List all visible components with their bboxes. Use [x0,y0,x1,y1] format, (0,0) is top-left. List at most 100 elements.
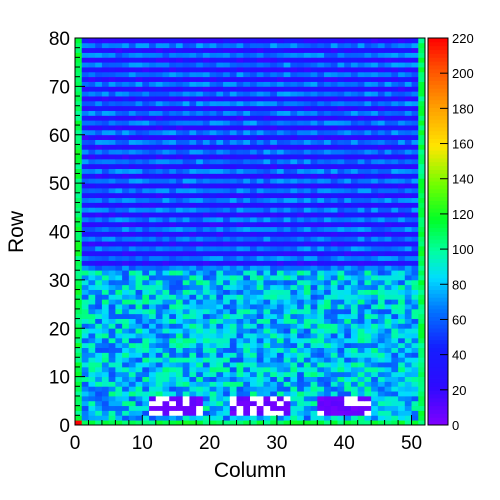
heatmap-cell [182,71,190,78]
heatmap-cell [95,333,103,339]
heatmap-cell [128,386,136,392]
heatmap-cell [330,415,338,421]
heatmap-cell [317,221,325,228]
heatmap-cell [391,38,399,44]
heatmap-cell [149,304,157,310]
heatmap-cell [229,386,237,392]
heatmap-cell [391,415,399,421]
heatmap-cell [108,275,116,281]
palette-cell [428,177,448,182]
heatmap-cell [303,139,311,145]
heatmap-cell [81,168,89,174]
heatmap-cell [182,246,190,252]
heatmap-cell [196,308,204,315]
heatmap-cell [209,415,217,421]
heatmap-cell [283,386,291,392]
heatmap-cell [411,100,419,107]
heatmap-cell [216,76,224,82]
heatmap-cell [330,134,338,140]
heatmap-cell [263,376,271,382]
heatmap-cell [330,71,338,78]
heatmap-cell [391,410,399,416]
heatmap-cell [398,313,406,319]
heatmap-cell [404,91,412,97]
heatmap-cell [418,318,426,324]
heatmap-cell [122,154,130,160]
palette-cell [428,250,448,256]
palette-cell [428,316,448,321]
heatmap-cell [209,250,217,257]
heatmap-cell [344,391,352,397]
heatmap-cell [101,207,110,213]
heatmap-cell [283,294,291,300]
heatmap-cell [155,144,163,150]
heatmap-cell [270,260,278,266]
heatmap-cell [182,96,190,102]
heatmap-cell [229,357,237,363]
heatmap-cell [404,81,412,87]
heatmap-cell [202,347,211,353]
heatmap-cell [223,308,231,315]
heatmap-cell [196,270,204,276]
heatmap-cell [404,154,412,160]
heatmap-cell [149,192,157,199]
z-tick-label: 100 [452,242,474,257]
heatmap-cell [317,71,325,78]
heatmap-cell [344,231,352,237]
heatmap-cell [344,105,352,111]
heatmap-cell [317,241,325,247]
heatmap-cell [149,352,157,358]
heatmap-cell [75,420,83,426]
heatmap-cell [142,395,150,402]
heatmap-cell [398,352,406,358]
heatmap-cell [81,395,89,402]
heatmap-cell [256,163,264,170]
heatmap-cell [216,328,224,334]
heatmap-cell [196,183,204,189]
heatmap-cell [175,362,184,368]
heatmap-cell [317,328,325,334]
heatmap-cell [391,192,399,199]
heatmap-cell [297,289,305,295]
heatmap-cell [344,265,352,271]
z-tick-label: 140 [452,172,474,187]
heatmap-cell [384,158,392,165]
heatmap-cell [276,342,285,348]
heatmap-cell [283,231,291,237]
heatmap-cell [101,250,110,257]
heatmap-cell [236,168,244,174]
heatmap-cell [202,110,211,116]
heatmap-cell [122,42,130,49]
heatmap-cell [344,212,352,218]
heatmap-cell [283,357,291,363]
heatmap-cell [236,362,244,368]
heatmap-cell [250,400,258,407]
heatmap-cell [216,86,224,92]
heatmap-cell [175,178,184,184]
heatmap-cell [337,81,345,87]
heatmap-cell [108,357,116,363]
heatmap-cell [95,221,103,228]
z-tick-label: 20 [452,383,466,398]
heatmap-cell [155,183,163,189]
heatmap-cell [75,163,83,170]
heatmap-cell [101,110,110,116]
heatmap-cell [243,173,251,179]
heatmap-cell [317,134,325,140]
heatmap-cell [384,192,392,199]
heatmap-cell [317,410,325,416]
heatmap-cell [189,362,197,368]
heatmap-cell [142,71,150,78]
heatmap-cell [209,139,217,145]
heatmap-cell [411,395,419,402]
heatmap-cell [75,202,83,208]
heatmap-cell [162,255,170,261]
heatmap-cell [182,405,190,411]
heatmap-cell [270,202,278,208]
heatmap-cell [283,371,291,378]
heatmap-cell [330,376,338,382]
heatmap-cell [162,38,170,44]
heatmap-cell [162,216,170,223]
heatmap-cell [75,197,83,203]
heatmap-cell [270,410,278,416]
